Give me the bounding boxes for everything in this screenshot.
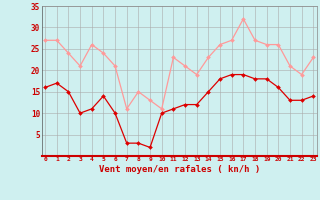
X-axis label: Vent moyen/en rafales ( kn/h ): Vent moyen/en rafales ( kn/h ) bbox=[99, 165, 260, 174]
